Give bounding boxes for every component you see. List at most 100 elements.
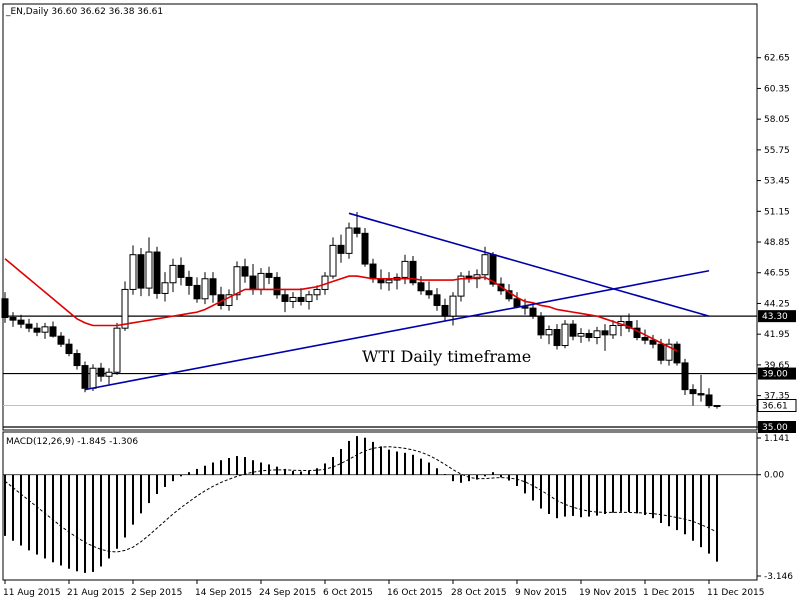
price-axis-label: 44.25 <box>764 299 790 309</box>
candle-body <box>689 389 697 395</box>
candle-body <box>641 337 649 341</box>
candle-body <box>593 330 601 339</box>
candle-body <box>209 278 217 296</box>
macd-axis-label: 0.00 <box>764 471 784 481</box>
trendline <box>84 269 710 391</box>
time-axis-label: 19 Nov 2015 <box>579 588 637 598</box>
time-axis-label: 21 Aug 2015 <box>67 588 125 598</box>
candle-body <box>273 276 281 296</box>
candle-body <box>121 288 129 329</box>
candle-body <box>137 254 145 289</box>
candle-body <box>353 227 361 234</box>
candle-body <box>521 306 529 309</box>
candle-body <box>169 264 177 284</box>
candle-body <box>313 288 321 296</box>
candle-body <box>577 333 585 337</box>
level-label-box <box>758 421 796 433</box>
level-label: 43.30 <box>762 312 788 322</box>
candle-body <box>81 365 89 389</box>
current-price-box <box>757 398 797 412</box>
candle-body <box>713 404 721 407</box>
candle-body <box>177 264 185 278</box>
candle-body <box>57 335 65 345</box>
candle-body <box>409 260 417 284</box>
candle-body <box>537 315 545 336</box>
price-axis-label: 55.75 <box>764 146 790 156</box>
candle-body <box>329 244 337 277</box>
candle-body <box>665 343 673 361</box>
candle-body <box>513 298 521 308</box>
candle-body <box>625 320 633 329</box>
candle-body <box>529 307 537 317</box>
candle-body <box>601 330 609 336</box>
price-axis-label: 39.65 <box>764 361 790 371</box>
time-axis-label: 2 Sep 2015 <box>131 588 182 598</box>
current-price-label: 36.61 <box>762 401 788 411</box>
symbol-info: _EN,Daily 36.60 36.62 36.38 36.61 <box>5 7 163 17</box>
candle-body <box>441 304 449 317</box>
price-axis-label: 41.95 <box>764 330 790 340</box>
macd-label: MACD(12,26,9) -1.845 -1.306 <box>6 437 138 447</box>
moving-average-line <box>4 258 678 352</box>
macd-axis-label: 1.141 <box>764 434 790 444</box>
candle-body <box>545 329 553 336</box>
macd-axis-label: -3.146 <box>764 572 793 582</box>
level-label: 35.00 <box>762 423 788 433</box>
time-axis-label: 1 Dec 2015 <box>643 588 695 598</box>
candle-body <box>673 343 681 364</box>
candle-body <box>41 326 49 333</box>
trendline <box>348 212 710 317</box>
price-axis-label: 46.55 <box>764 269 790 279</box>
candle-body <box>609 324 617 336</box>
candle-body <box>201 278 209 300</box>
candle-body <box>25 323 33 329</box>
macd-signal-line <box>4 446 718 553</box>
time-axis-label: 14 Sep 2015 <box>195 588 252 598</box>
time-axis-label: 11 Dec 2015 <box>707 588 765 598</box>
candle-body <box>305 294 313 302</box>
price-axis-label: 37.35 <box>764 392 790 402</box>
price-axis-label: 53.45 <box>764 177 790 187</box>
candle-body <box>105 371 113 377</box>
candle-body <box>241 266 249 277</box>
candle-body <box>161 282 169 294</box>
candle-body <box>289 296 297 302</box>
level-label-box <box>758 310 796 323</box>
price-axis-label: 51.15 <box>764 207 790 217</box>
candle-body <box>657 343 665 361</box>
candle-body <box>585 333 593 339</box>
price-axis-label: 60.35 <box>764 84 790 94</box>
time-axis-label: 9 Nov 2015 <box>515 588 567 598</box>
candle-body <box>153 251 161 294</box>
time-axis-label: 6 Oct 2015 <box>323 588 373 598</box>
candle-body <box>73 353 81 367</box>
candle-body <box>257 272 265 290</box>
candle-body <box>1 298 9 318</box>
candle-body <box>65 343 73 355</box>
candle-body <box>417 282 425 292</box>
candle-body <box>649 339 657 345</box>
candle-body <box>337 244 345 254</box>
time-axis-label: 11 Aug 2015 <box>3 588 61 598</box>
level-label: 39.00 <box>762 370 788 380</box>
candle-body <box>385 279 393 284</box>
candle-body <box>681 362 689 391</box>
candle-body <box>457 275 465 297</box>
candle-body <box>49 326 57 337</box>
candle-body <box>345 227 353 254</box>
time-axis-label: 24 Sep 2015 <box>259 588 316 598</box>
candle-body <box>9 316 17 321</box>
candle-body <box>145 251 153 289</box>
macd-plot-layer <box>3 436 757 573</box>
candle-body <box>89 367 97 389</box>
candle-body <box>361 232 369 265</box>
candle-body <box>129 254 137 290</box>
candle-body <box>225 294 233 306</box>
candle-body <box>97 367 105 377</box>
candle-body <box>433 294 441 306</box>
time-axis-label: 16 Oct 2015 <box>387 588 443 598</box>
axis-layer: 62.65 60.35 58.05 55.75 53.45 51.15 48.85 46.55… <box>3 54 797 598</box>
price-axis-label: 62.65 <box>764 54 790 64</box>
candle-body <box>449 295 457 317</box>
